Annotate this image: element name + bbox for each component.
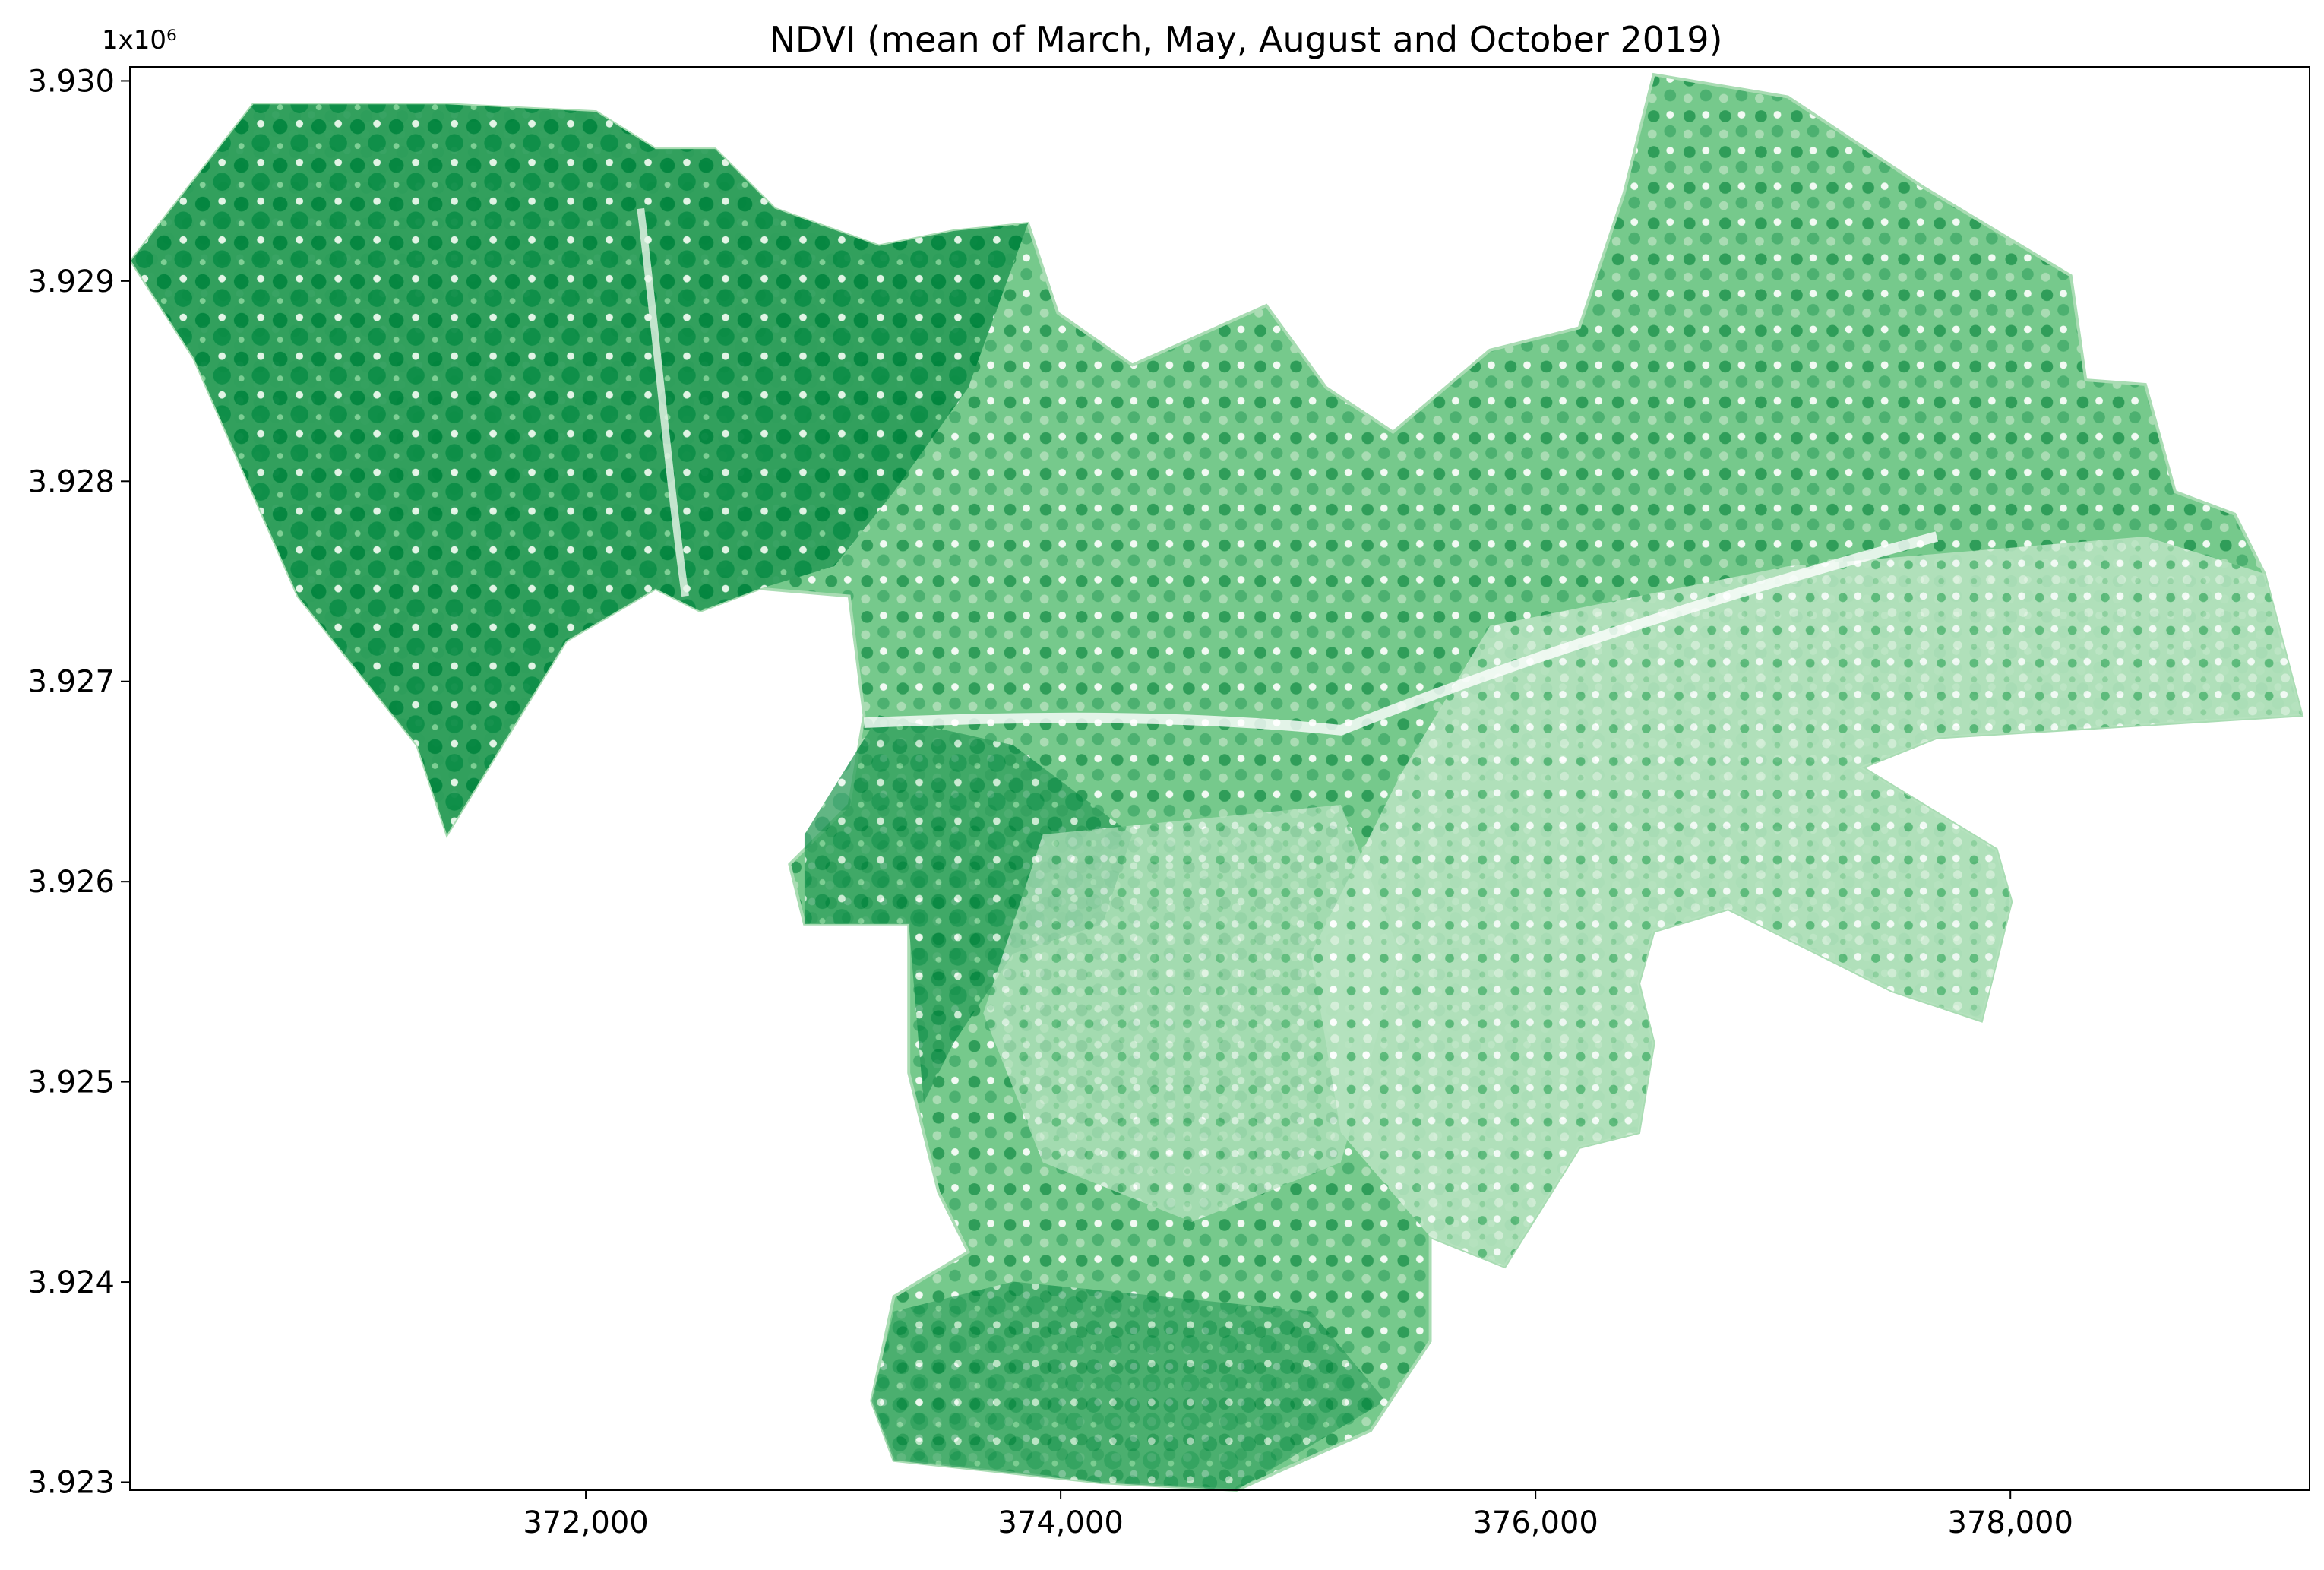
- y-tick-label: 3.927: [27, 665, 115, 700]
- sparse-vegetation: [1311, 536, 2302, 1267]
- sparse-vegetation: [983, 804, 1401, 1223]
- y-tick-label: 3.924: [27, 1265, 115, 1300]
- y-tick-label: 3.925: [27, 1065, 115, 1100]
- x-tick-label: 378,000: [1948, 1505, 2073, 1540]
- y-tick-label: 3.930: [27, 64, 115, 99]
- y-offset-label: 1x10⁶: [102, 25, 177, 55]
- dense-vegetation: [871, 1281, 1386, 1490]
- y-tick-label: 3.929: [27, 264, 115, 299]
- y-tick-label: 3.928: [27, 464, 115, 499]
- chart-title: NDVI (mean of March, May, August and Oct…: [770, 19, 1723, 60]
- x-tick-label: 374,000: [998, 1505, 1123, 1540]
- dense-vegetation: [131, 104, 1029, 835]
- white-corridor: [637, 207, 689, 597]
- y-tick-label: 3.926: [27, 865, 115, 900]
- axes-frame: [129, 66, 2310, 1491]
- dense-vegetation: [804, 715, 1133, 1103]
- y-tick-label: 3.923: [27, 1465, 115, 1500]
- x-tick-label: 372,000: [523, 1505, 648, 1540]
- x-tick-label: 376,000: [1472, 1505, 1598, 1540]
- white-corridor: [864, 531, 1939, 736]
- map-area: [129, 72, 2304, 1492]
